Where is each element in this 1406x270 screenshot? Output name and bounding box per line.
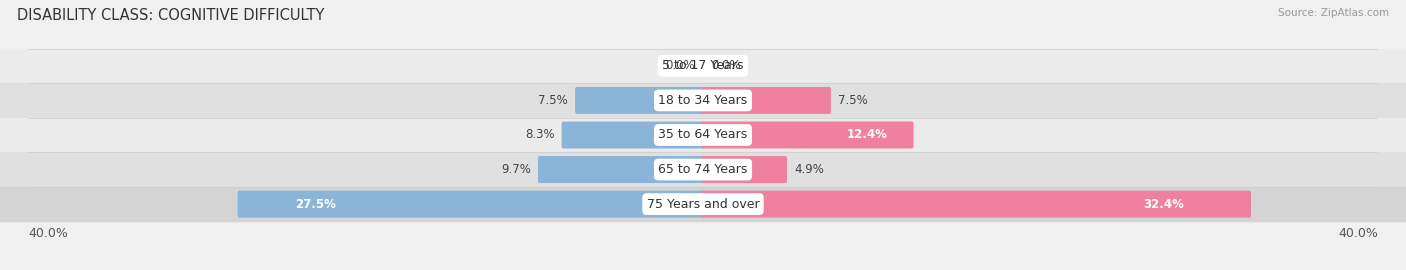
Text: 0.0%: 0.0% [665,59,695,72]
FancyBboxPatch shape [575,87,704,114]
Text: 7.5%: 7.5% [838,94,868,107]
Bar [0,118,1406,152]
FancyBboxPatch shape [538,156,704,183]
FancyBboxPatch shape [238,191,704,218]
Text: 32.4%: 32.4% [1143,198,1184,211]
Text: 65 to 74 Years: 65 to 74 Years [658,163,748,176]
Bar [0,49,1406,83]
Text: 7.5%: 7.5% [538,94,568,107]
FancyBboxPatch shape [702,191,1251,218]
Text: 40.0%: 40.0% [28,227,67,239]
Text: 9.7%: 9.7% [501,163,531,176]
Bar [0,83,1406,118]
FancyBboxPatch shape [702,122,914,148]
FancyBboxPatch shape [702,87,831,114]
FancyBboxPatch shape [702,156,787,183]
Text: 5 to 17 Years: 5 to 17 Years [662,59,744,72]
Text: 35 to 64 Years: 35 to 64 Years [658,129,748,141]
Text: DISABILITY CLASS: COGNITIVE DIFFICULTY: DISABILITY CLASS: COGNITIVE DIFFICULTY [17,8,325,23]
Text: 12.4%: 12.4% [846,129,887,141]
Text: 18 to 34 Years: 18 to 34 Years [658,94,748,107]
Text: 27.5%: 27.5% [295,198,336,211]
Text: 4.9%: 4.9% [794,163,824,176]
Text: 0.0%: 0.0% [711,59,741,72]
Bar [0,187,1406,221]
Text: 75 Years and over: 75 Years and over [647,198,759,211]
Text: 8.3%: 8.3% [524,129,554,141]
FancyBboxPatch shape [561,122,704,148]
Bar [0,152,1406,187]
Text: 40.0%: 40.0% [1339,227,1378,239]
Text: Source: ZipAtlas.com: Source: ZipAtlas.com [1278,8,1389,18]
